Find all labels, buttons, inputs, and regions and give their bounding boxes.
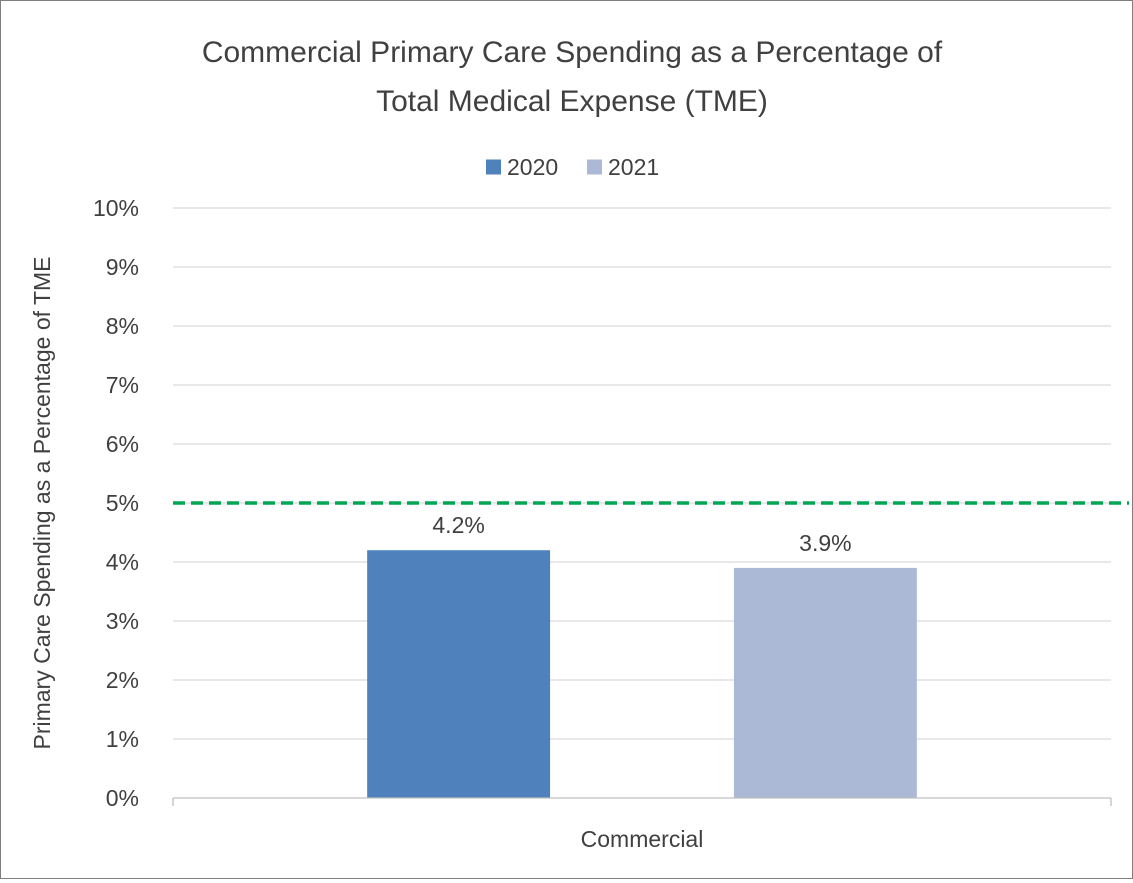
legend-label-2020: 2020 [507,154,558,180]
y-tick-label: 4% [106,549,139,575]
x-axis: Commercial [172,797,1112,852]
y-tick-label: 3% [106,608,139,634]
chart-title-line-1: Commercial Primary Care Spending as a Pe… [202,36,943,69]
chart-title-line-2: Total Medical Expense (TME) [376,85,768,118]
legend-swatch-2021 [587,159,602,175]
y-tick-label: 7% [106,372,139,398]
chart-title: Commercial Primary Care Spending as a Pe… [202,36,943,118]
data-labels: 4.2% 3.9% [432,512,851,556]
data-label-2020: 4.2% [432,512,484,538]
y-tick-label: 10% [93,195,139,221]
bars [367,550,917,798]
data-label-2021: 3.9% [799,530,851,556]
legend-swatch-2020 [486,159,501,175]
y-tick-label: 1% [106,726,139,752]
y-axis-ticks: 0% 1% 2% 3% 4% 5% 6% 7% 8% 9% 10% [93,195,139,811]
y-axis-label: Primary Care Spending as a Percentage of… [29,256,55,749]
gridlines [173,207,1111,740]
y-tick-label: 8% [106,313,139,339]
bar-2020 [367,550,551,798]
y-tick-label: 6% [106,431,139,457]
y-tick-label: 0% [106,785,139,811]
legend-label-2021: 2021 [608,154,659,180]
y-tick-label: 9% [106,254,139,280]
chart-legend: 2020 2021 [486,154,659,180]
bar-2021 [733,567,917,798]
y-tick-label: 2% [106,667,139,693]
y-tick-label: 5% [106,490,139,516]
x-tick-label: Commercial [581,826,704,852]
